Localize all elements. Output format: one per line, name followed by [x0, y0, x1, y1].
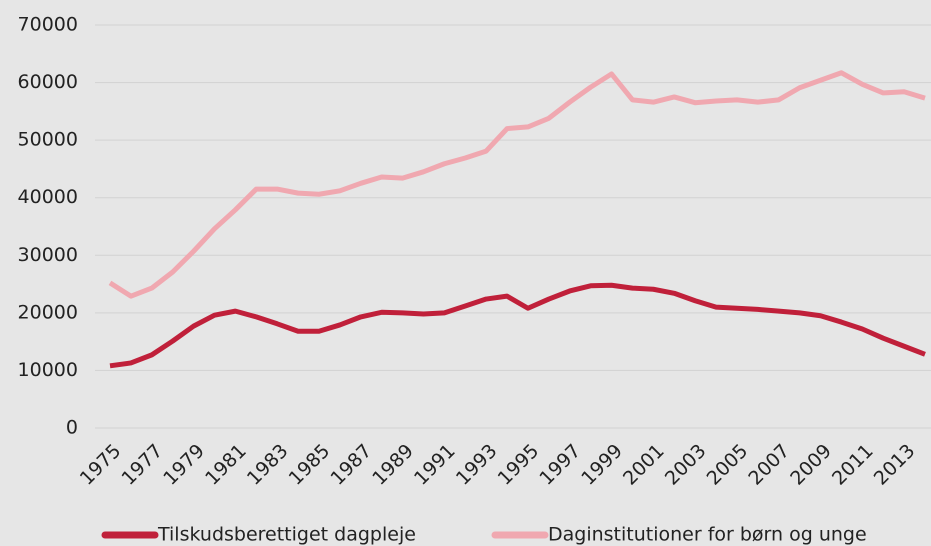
x-tick-label: 1989	[368, 440, 418, 490]
x-tick-label: 1979	[159, 440, 209, 490]
legend-label: Daginstitutioner for børn og unge	[548, 524, 867, 546]
y-tick-label: 40000	[18, 186, 78, 208]
x-tick-label: 1993	[452, 440, 502, 490]
y-tick-label: 60000	[18, 71, 78, 93]
series-line	[109, 282, 926, 369]
y-tick-label: 10000	[18, 359, 78, 381]
y-tick-label: 30000	[18, 244, 78, 266]
x-tick-label: 1985	[285, 440, 335, 490]
x-tick-label: 1977	[117, 440, 167, 490]
x-tick-label: 2007	[744, 440, 794, 490]
x-tick-label: 2009	[786, 440, 836, 490]
x-tick-label: 1975	[76, 440, 126, 490]
legend-label: Tilskudsberettiget dagpleje	[157, 524, 416, 546]
x-tick-label: 1981	[201, 440, 251, 490]
y-tick-label: 70000	[18, 14, 78, 36]
x-tick-label: 2003	[661, 440, 711, 490]
x-tick-label: 2013	[870, 440, 920, 490]
y-tick-label: 50000	[18, 129, 78, 151]
x-tick-label: 2005	[703, 440, 753, 490]
y-tick-label: 20000	[18, 301, 78, 323]
series-line	[108, 70, 926, 299]
x-tick-label: 1999	[577, 440, 627, 490]
x-tick-label: 1997	[535, 440, 585, 490]
x-tick-label: 1991	[410, 440, 460, 490]
x-tick-label: 1987	[326, 440, 376, 490]
x-tick-label: 2001	[619, 440, 669, 490]
x-tick-label: 1995	[494, 440, 544, 490]
x-tick-label: 2011	[828, 440, 878, 490]
x-tick-label: 1983	[243, 440, 293, 490]
y-tick-label: 0	[66, 417, 78, 439]
